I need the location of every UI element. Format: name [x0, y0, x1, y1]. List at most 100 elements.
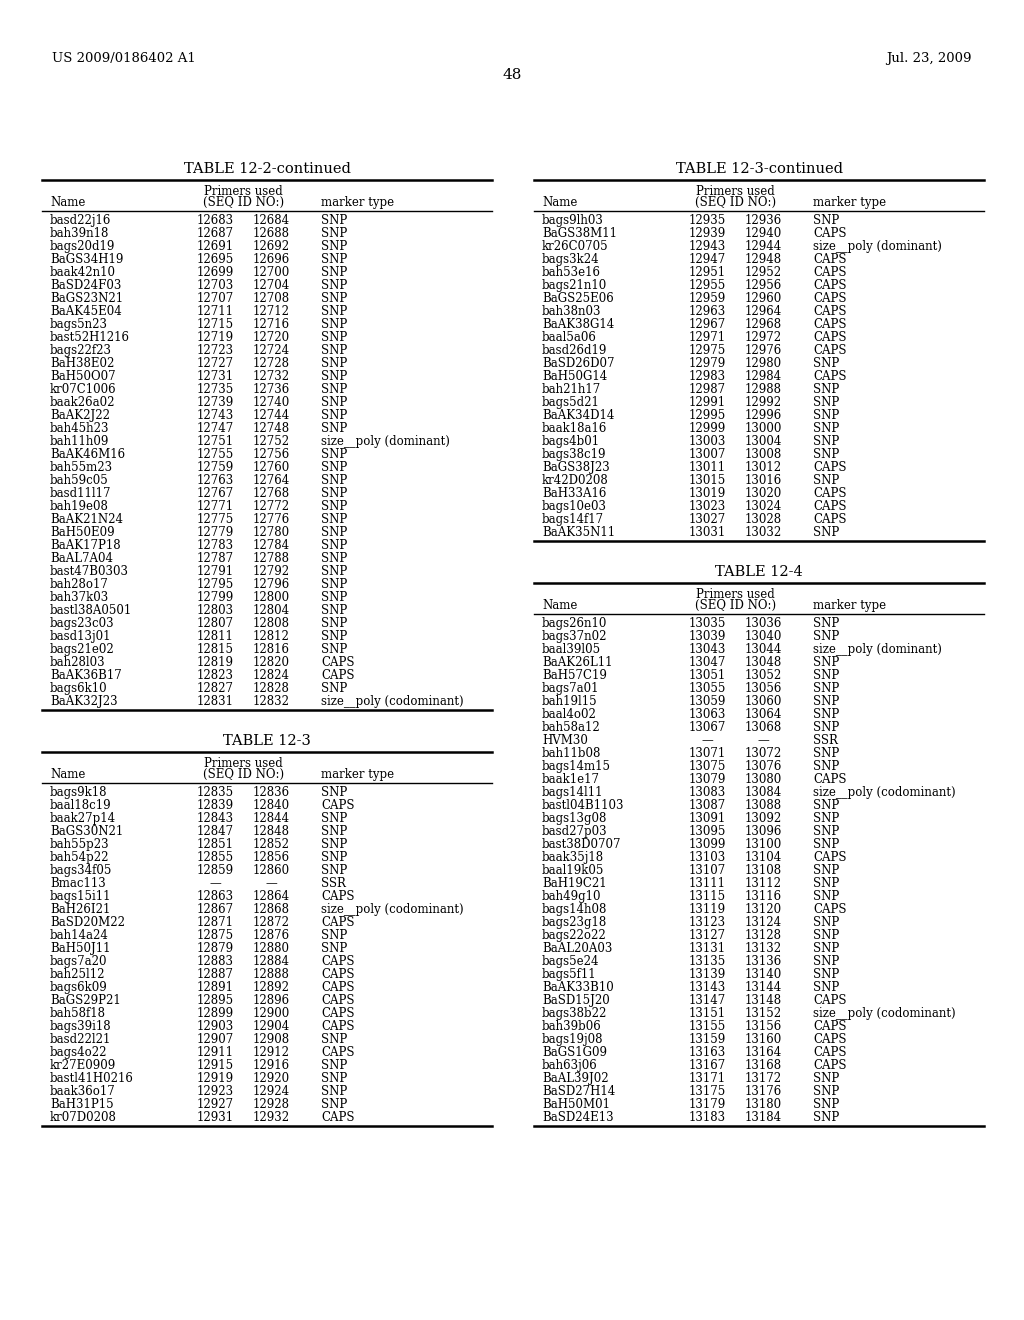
Text: SNP: SNP [813, 721, 840, 734]
Text: SNP: SNP [321, 552, 347, 565]
Text: 12932: 12932 [253, 1111, 290, 1125]
Text: 12764: 12764 [253, 474, 290, 487]
Text: 13032: 13032 [744, 525, 782, 539]
Text: 12803: 12803 [197, 605, 233, 616]
Text: 12864: 12864 [253, 890, 290, 903]
Text: 12872: 12872 [253, 916, 290, 929]
Text: BaGS38J23: BaGS38J23 [542, 461, 609, 474]
Text: 12855: 12855 [197, 851, 233, 865]
Text: 12836: 12836 [253, 785, 290, 799]
Text: basd22l21: basd22l21 [50, 1034, 112, 1045]
Text: baak1e17: baak1e17 [542, 774, 600, 785]
Text: CAPS: CAPS [813, 994, 847, 1007]
Text: 12891: 12891 [197, 981, 233, 994]
Text: 13104: 13104 [744, 851, 782, 865]
Text: SNP: SNP [321, 305, 347, 318]
Text: 12923: 12923 [197, 1085, 233, 1098]
Text: 12731: 12731 [197, 370, 233, 383]
Text: SNP: SNP [321, 1098, 347, 1111]
Text: bah28l03: bah28l03 [50, 656, 105, 669]
Text: 12995: 12995 [688, 409, 726, 422]
Text: bah55p23: bah55p23 [50, 838, 110, 851]
Text: SNP: SNP [813, 696, 840, 708]
Text: 13096: 13096 [744, 825, 782, 838]
Text: 13031: 13031 [688, 525, 726, 539]
Text: 13076: 13076 [744, 760, 782, 774]
Text: 13080: 13080 [744, 774, 782, 785]
Text: 12691: 12691 [197, 240, 233, 253]
Text: BaAK38G14: BaAK38G14 [542, 318, 614, 331]
Text: 13184: 13184 [744, 1111, 782, 1125]
Text: 13072: 13072 [744, 747, 782, 760]
Text: 12991: 12991 [689, 396, 726, 409]
Text: 13011: 13011 [689, 461, 726, 474]
Text: 12912: 12912 [253, 1045, 290, 1059]
Text: 12759: 12759 [197, 461, 233, 474]
Text: SNP: SNP [321, 487, 347, 500]
Text: 13108: 13108 [744, 865, 782, 876]
Text: CAPS: CAPS [321, 1111, 354, 1125]
Text: bags5f11: bags5f11 [542, 968, 597, 981]
Text: CAPS: CAPS [813, 331, 847, 345]
Text: 12715: 12715 [197, 318, 233, 331]
Text: 13091: 13091 [688, 812, 726, 825]
Text: CAPS: CAPS [813, 292, 847, 305]
Text: basd27p03: basd27p03 [542, 825, 607, 838]
Text: SNP: SNP [813, 890, 840, 903]
Text: CAPS: CAPS [321, 1020, 354, 1034]
Text: 12744: 12744 [253, 409, 290, 422]
Text: 13099: 13099 [688, 838, 726, 851]
Text: SNP: SNP [321, 942, 347, 954]
Text: CAPS: CAPS [813, 279, 847, 292]
Text: 12947: 12947 [688, 253, 726, 267]
Text: SNP: SNP [813, 1072, 840, 1085]
Text: 12879: 12879 [197, 942, 233, 954]
Text: BaSD26D07: BaSD26D07 [542, 356, 614, 370]
Text: CAPS: CAPS [813, 370, 847, 383]
Text: 12968: 12968 [744, 318, 782, 331]
Text: 13179: 13179 [688, 1098, 726, 1111]
Text: BaGS1G09: BaGS1G09 [542, 1045, 607, 1059]
Text: baak36o17: baak36o17 [50, 1085, 116, 1098]
Text: 12848: 12848 [253, 825, 290, 838]
Text: 13131: 13131 [689, 942, 726, 954]
Text: BaH33A16: BaH33A16 [542, 487, 606, 500]
Text: 12951: 12951 [689, 267, 726, 279]
Text: 13116: 13116 [744, 890, 782, 903]
Text: bags19j08: bags19j08 [542, 1034, 603, 1045]
Text: 13027: 13027 [688, 513, 726, 525]
Text: CAPS: CAPS [321, 916, 354, 929]
Text: kr07D0208: kr07D0208 [50, 1111, 117, 1125]
Text: 12740: 12740 [253, 396, 290, 409]
Text: bags38c19: bags38c19 [542, 447, 606, 461]
Text: SSR: SSR [813, 734, 838, 747]
Text: 12700: 12700 [253, 267, 290, 279]
Text: TABLE 12-2-continued: TABLE 12-2-continued [183, 162, 350, 176]
Text: bags7a20: bags7a20 [50, 954, 108, 968]
Text: 12860: 12860 [253, 865, 290, 876]
Text: 12687: 12687 [197, 227, 233, 240]
Text: SNP: SNP [321, 227, 347, 240]
Text: 13095: 13095 [688, 825, 726, 838]
Text: 13024: 13024 [744, 500, 782, 513]
Text: 12924: 12924 [253, 1085, 290, 1098]
Text: 12807: 12807 [197, 616, 233, 630]
Text: CAPS: CAPS [321, 994, 354, 1007]
Text: BaSD20M22: BaSD20M22 [50, 916, 125, 929]
Text: 12736: 12736 [253, 383, 290, 396]
Text: 12783: 12783 [197, 539, 233, 552]
Text: BaH26I21: BaH26I21 [50, 903, 111, 916]
Text: 12996: 12996 [744, 409, 782, 422]
Text: bah58a12: bah58a12 [542, 721, 601, 734]
Text: BaAK35N11: BaAK35N11 [542, 525, 615, 539]
Text: bags9lh03: bags9lh03 [542, 214, 604, 227]
Text: SNP: SNP [813, 383, 840, 396]
Text: 12779: 12779 [197, 525, 233, 539]
Text: 12863: 12863 [197, 890, 233, 903]
Text: 12820: 12820 [253, 656, 290, 669]
Text: BaAK36B17: BaAK36B17 [50, 669, 122, 682]
Text: 12896: 12896 [253, 994, 290, 1007]
Text: 13155: 13155 [688, 1020, 726, 1034]
Text: Jul. 23, 2009: Jul. 23, 2009 [887, 51, 972, 65]
Text: CAPS: CAPS [813, 1059, 847, 1072]
